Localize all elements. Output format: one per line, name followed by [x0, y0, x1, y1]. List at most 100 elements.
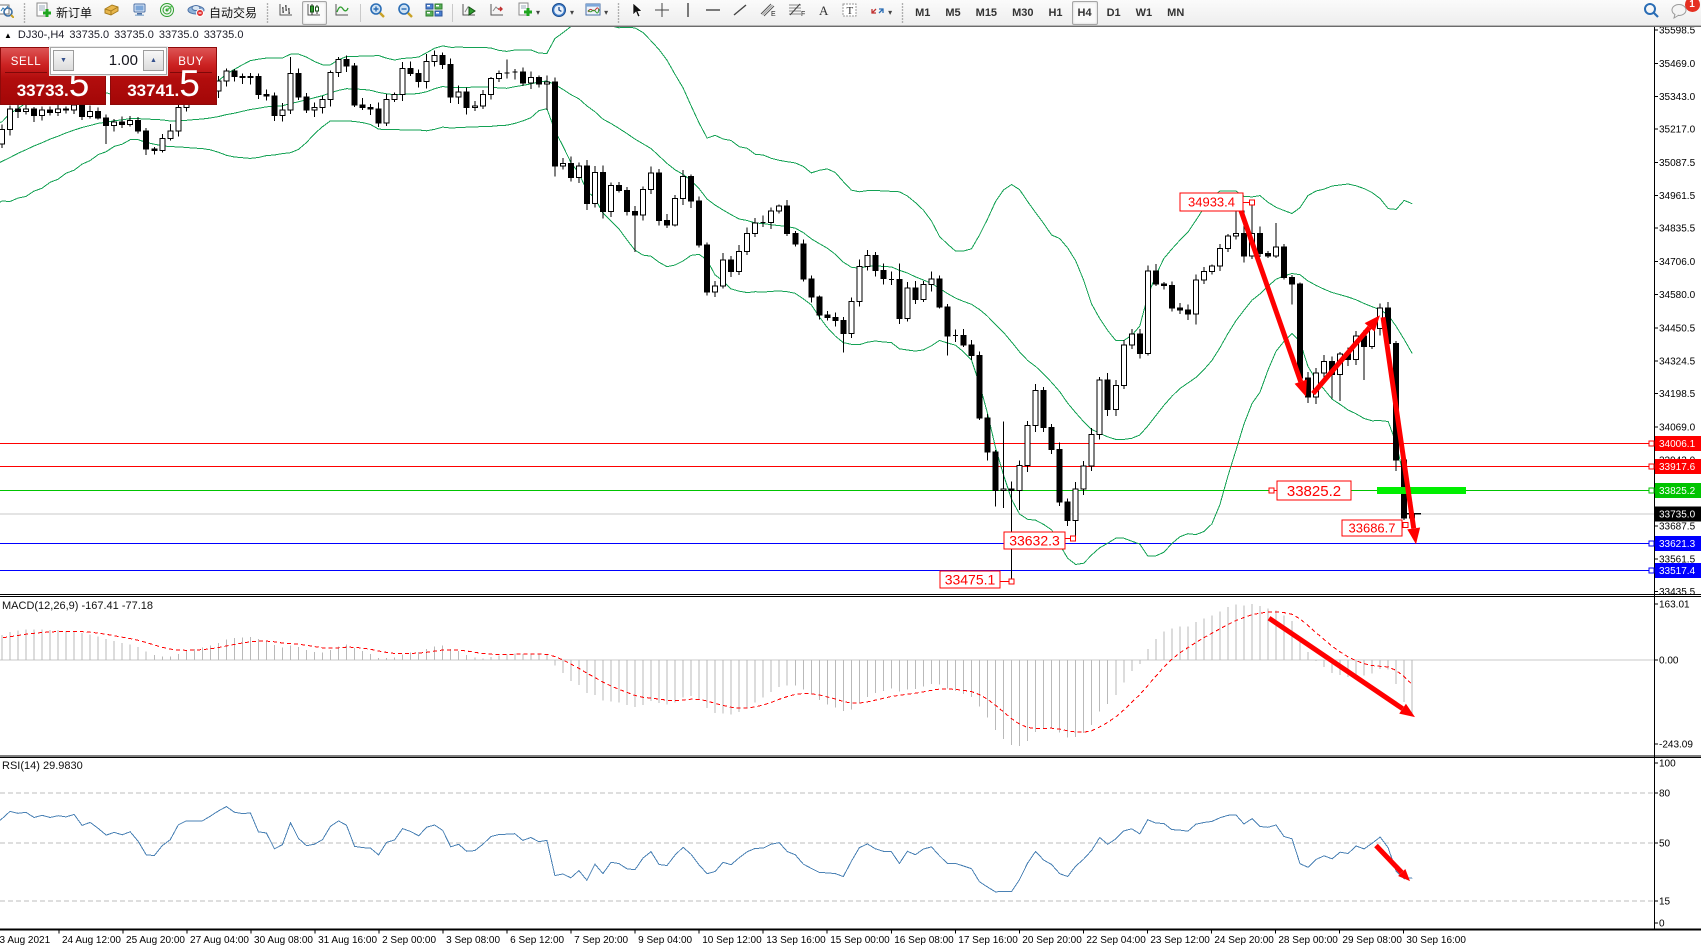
ohlc-close: 33735.0 — [203, 29, 244, 41]
radar-icon — [159, 2, 176, 23]
auto-scroll-button[interactable] — [457, 1, 482, 25]
autotrading-button[interactable]: 自动交易 — [183, 1, 261, 25]
axis-tick-label: 35343.0 — [1659, 92, 1696, 103]
callout-33686.7[interactable]: 33686.7 — [1341, 519, 1409, 537]
dropdown-arrow-icon: ▾ — [888, 8, 893, 17]
tf-h4-button[interactable]: H4 — [1071, 0, 1098, 25]
axis-price-badge-label: 33825.2 — [1659, 486, 1696, 497]
macd-histogram — [1, 604, 1413, 747]
bar-chart-button[interactable] — [274, 1, 299, 25]
callout-33825.2[interactable]: 33825.2 — [1268, 480, 1352, 501]
tf-d1-button[interactable]: D1 — [1106, 6, 1121, 19]
volume-input[interactable]: ▼ 1.00 ▲ — [50, 47, 167, 75]
axis-tick-label: 34450.5 — [1659, 324, 1696, 335]
indicators-button[interactable]: ▾ — [513, 1, 544, 25]
time-axis-label: 29 Sep 08:00 — [1342, 935, 1402, 946]
axis-tick-label: 35217.0 — [1659, 125, 1696, 136]
terminals-button[interactable] — [127, 1, 152, 25]
tf-h1-button[interactable]: H1 — [1048, 6, 1063, 19]
new-order-button[interactable]: 新订单 — [31, 1, 96, 25]
tf-m5-button[interactable]: M5 — [945, 6, 961, 19]
time-axis-label: 6 Sep 12:00 — [510, 935, 564, 946]
volume-increase-button[interactable]: ▲ — [143, 50, 164, 71]
time-axis-label: 9 Sep 04:00 — [638, 935, 692, 946]
rsi-pane — [0, 792, 1654, 902]
crosshair-button[interactable] — [650, 1, 675, 25]
volume-decrease-button[interactable]: ▼ — [53, 50, 74, 71]
new-order-button-label: 新订单 — [56, 6, 93, 20]
tf-m1-button[interactable]: M1 — [915, 6, 931, 19]
hline-button[interactable] — [701, 1, 725, 25]
label-button[interactable]: T — [838, 1, 862, 25]
chart-window: 34933.4 33825.2 33686.7 33632.3 33475.1 MACD(… — [0, 26, 1701, 947]
chart-title: ▲ DJ30-,H4 33735.0 33735.0 33735.0 33735… — [4, 29, 243, 41]
rsi-arrow[interactable] — [1374, 843, 1410, 882]
tf-m15-button[interactable]: M15 — [975, 6, 998, 19]
sell-underline — [5, 72, 47, 73]
autotrading-button-label: 自动交易 — [209, 6, 258, 20]
zoomin-icon — [369, 2, 386, 23]
shapes-icon — [869, 2, 886, 23]
tf-m30-button[interactable]: M30 — [1012, 6, 1034, 19]
trend-arrow-3[interactable] — [1380, 316, 1421, 545]
tf-mn-button[interactable]: MN — [1167, 6, 1185, 19]
axis-price-badge-label: 33517.4 — [1659, 566, 1696, 577]
vline-button[interactable] — [678, 1, 698, 25]
text-button[interactable]: A — [813, 1, 835, 25]
axis-price-badge-label: 33917.6 — [1659, 462, 1696, 473]
chart-shift-button[interactable] — [485, 1, 510, 25]
callout-33632.3[interactable]: 33632.3 — [1003, 531, 1076, 550]
search-button[interactable] — [1638, 1, 1664, 25]
callout-34933.4[interactable]: 34933.4 — [1179, 192, 1255, 212]
callout-33475.1[interactable]: 33475.1 — [939, 570, 1015, 589]
fibonacci-button[interactable]: F — [784, 1, 810, 25]
macd-arrow[interactable] — [1267, 616, 1415, 718]
tf-w1-button[interactable]: W1 — [1135, 6, 1153, 19]
ohlc-low: 33735.0 — [158, 29, 199, 41]
svg-text:33825.2: 33825.2 — [1287, 483, 1341, 500]
zoom-in-button[interactable] — [365, 1, 390, 25]
notification-badge: 1 — [1684, 0, 1700, 12]
axis-price-badge — [1655, 562, 1701, 578]
channel-button[interactable]: E — [755, 1, 781, 25]
cursor-button[interactable] — [625, 1, 647, 25]
time-axis-label: 23 Aug 2021 — [0, 935, 51, 946]
collapse-panel-icon[interactable]: ▲ — [4, 30, 12, 40]
bars-icon — [278, 2, 295, 23]
history-center-button[interactable] — [99, 1, 124, 25]
svg-text:33686.7: 33686.7 — [1349, 521, 1396, 536]
time-axis-label: 15 Sep 00:00 — [830, 935, 890, 946]
axis-tick-label: 80 — [1659, 789, 1671, 800]
textA-icon: A — [817, 2, 831, 23]
svg-text:34933.4: 34933.4 — [1188, 195, 1235, 210]
zoom-out-button[interactable] — [393, 1, 418, 25]
trend-arrow-1[interactable] — [1238, 210, 1307, 397]
svg-text:E: E — [771, 11, 776, 18]
trend-arrow-2[interactable] — [1311, 315, 1380, 396]
time-axis-label: 7 Sep 20:00 — [574, 935, 628, 946]
svg-text:T: T — [847, 5, 854, 17]
toolbar-separator — [899, 2, 906, 23]
notifications-button[interactable]: 1 — [1667, 0, 1700, 25]
line-chart-button[interactable] — [330, 1, 355, 25]
fibo-icon: F — [788, 2, 806, 23]
indicator-label: RSI(14) 29.9830 — [2, 760, 83, 772]
main-toolbar: 新订单 自动交易 ▾ ▾ ▾ E F A T ▾ M1 M5 M15 M30 H1 H4 D1 W1 MN 1 — [0, 0, 1701, 26]
trendline-button[interactable] — [728, 1, 752, 25]
buy-underline — [170, 72, 212, 73]
market-watch-icon[interactable] — [0, 1, 18, 25]
chat-icon — [1671, 2, 1690, 24]
axis-tick-label: 0 — [1659, 919, 1665, 930]
tile-windows-button[interactable] — [421, 1, 447, 25]
candle-chart-button[interactable] — [302, 0, 328, 25]
time-axis-label: 23 Sep 12:00 — [1150, 935, 1210, 946]
templates-button[interactable]: ▾ — [581, 1, 612, 25]
signals-button[interactable] — [155, 1, 180, 25]
autotrade-icon — [187, 2, 205, 23]
periods-button[interactable]: ▾ — [547, 1, 578, 25]
arrows-button[interactable]: ▾ — [865, 1, 896, 25]
axis-price-badge-label: 34006.1 — [1659, 439, 1696, 450]
axis-tick-label: 33687.5 — [1659, 522, 1696, 533]
axis-tick-label: 35469.0 — [1659, 59, 1696, 70]
